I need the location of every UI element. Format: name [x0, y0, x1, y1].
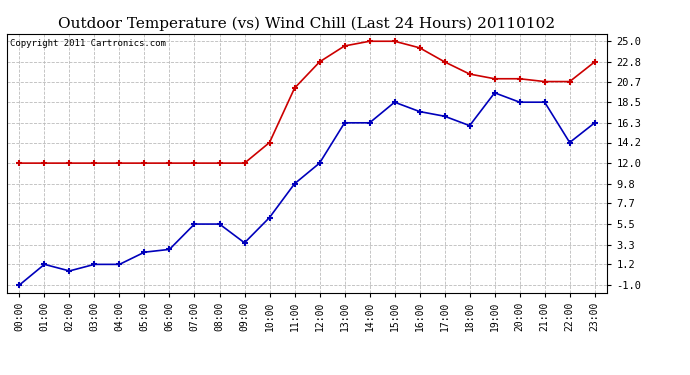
Text: Copyright 2011 Cartronics.com: Copyright 2011 Cartronics.com [10, 39, 166, 48]
Title: Outdoor Temperature (vs) Wind Chill (Last 24 Hours) 20110102: Outdoor Temperature (vs) Wind Chill (Las… [59, 17, 555, 31]
